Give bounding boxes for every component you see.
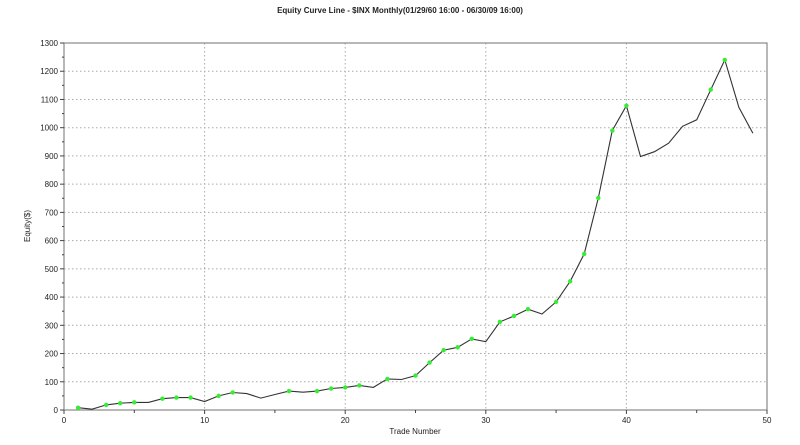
y-tick-label: 900 — [45, 152, 59, 161]
x-tick-label: 30 — [481, 416, 490, 425]
y-tick-label: 200 — [45, 350, 59, 359]
data-point-marker — [413, 373, 418, 378]
data-point-marker — [357, 383, 362, 388]
data-point-marker — [328, 386, 334, 391]
y-tick-label: 0 — [54, 406, 59, 415]
data-point-marker — [553, 299, 559, 305]
x-tick-label: 40 — [622, 416, 631, 425]
y-tick-label: 1200 — [40, 67, 58, 76]
data-point-marker — [118, 401, 123, 406]
y-tick-label: 700 — [45, 208, 59, 217]
data-point-marker — [582, 251, 587, 257]
data-point-marker — [455, 345, 460, 350]
equity-line — [78, 58, 754, 410]
y-tick-label: 500 — [45, 265, 59, 274]
data-point-marker — [343, 385, 348, 390]
data-point-marker — [427, 360, 432, 365]
y-axis-label: Equity($) — [23, 210, 32, 242]
x-tick-label: 0 — [62, 416, 67, 425]
y-tick-label: 400 — [45, 293, 59, 302]
data-point-marker — [610, 128, 615, 133]
data-point-marker — [511, 313, 517, 319]
chart-title: Equity Curve Line - $INX Monthly(01/29/6… — [277, 6, 523, 15]
data-point-marker — [75, 405, 81, 410]
grid — [64, 43, 767, 410]
data-point-marker — [103, 402, 109, 408]
data-point-marker — [216, 393, 221, 399]
data-point-marker — [230, 390, 235, 395]
data-point-marker — [497, 319, 503, 325]
data-point-marker — [624, 103, 629, 108]
data-point-marker — [596, 195, 601, 201]
equity-series — [75, 57, 754, 410]
data-point-marker — [525, 307, 531, 312]
y-tick-label: 600 — [45, 237, 59, 246]
y-tick-label: 1300 — [40, 39, 58, 48]
plot-frame — [63, 42, 768, 411]
data-point-marker — [441, 347, 446, 353]
data-point-marker — [132, 400, 137, 405]
y-tick-label: 1100 — [41, 95, 59, 104]
y-tick-label: 1000 — [40, 124, 58, 133]
y-tick-label: 300 — [45, 321, 59, 330]
x-tick-label: 10 — [200, 416, 209, 425]
x-tick-label: 20 — [341, 416, 350, 425]
data-point-marker — [286, 388, 292, 394]
data-point-marker — [567, 279, 573, 284]
y-axis: 0 100 200 300 400 500 600 700 800 900 1000 1100 1200… — [40, 39, 64, 415]
x-tick-label: 50 — [763, 416, 772, 425]
data-point-marker — [188, 395, 193, 400]
x-axis: 0 10 20 30 40 50 — [62, 410, 772, 425]
data-point-marker — [708, 87, 713, 92]
x-axis-label: Trade Number — [389, 427, 441, 436]
data-point-marker — [469, 336, 474, 342]
data-point-marker — [160, 396, 165, 401]
data-point-marker — [174, 395, 179, 400]
data-point-marker — [314, 388, 320, 394]
y-tick-label: 800 — [45, 180, 59, 189]
data-point-marker — [385, 376, 390, 382]
y-tick-label: 100 — [45, 378, 59, 387]
data-point-marker — [722, 57, 728, 63]
